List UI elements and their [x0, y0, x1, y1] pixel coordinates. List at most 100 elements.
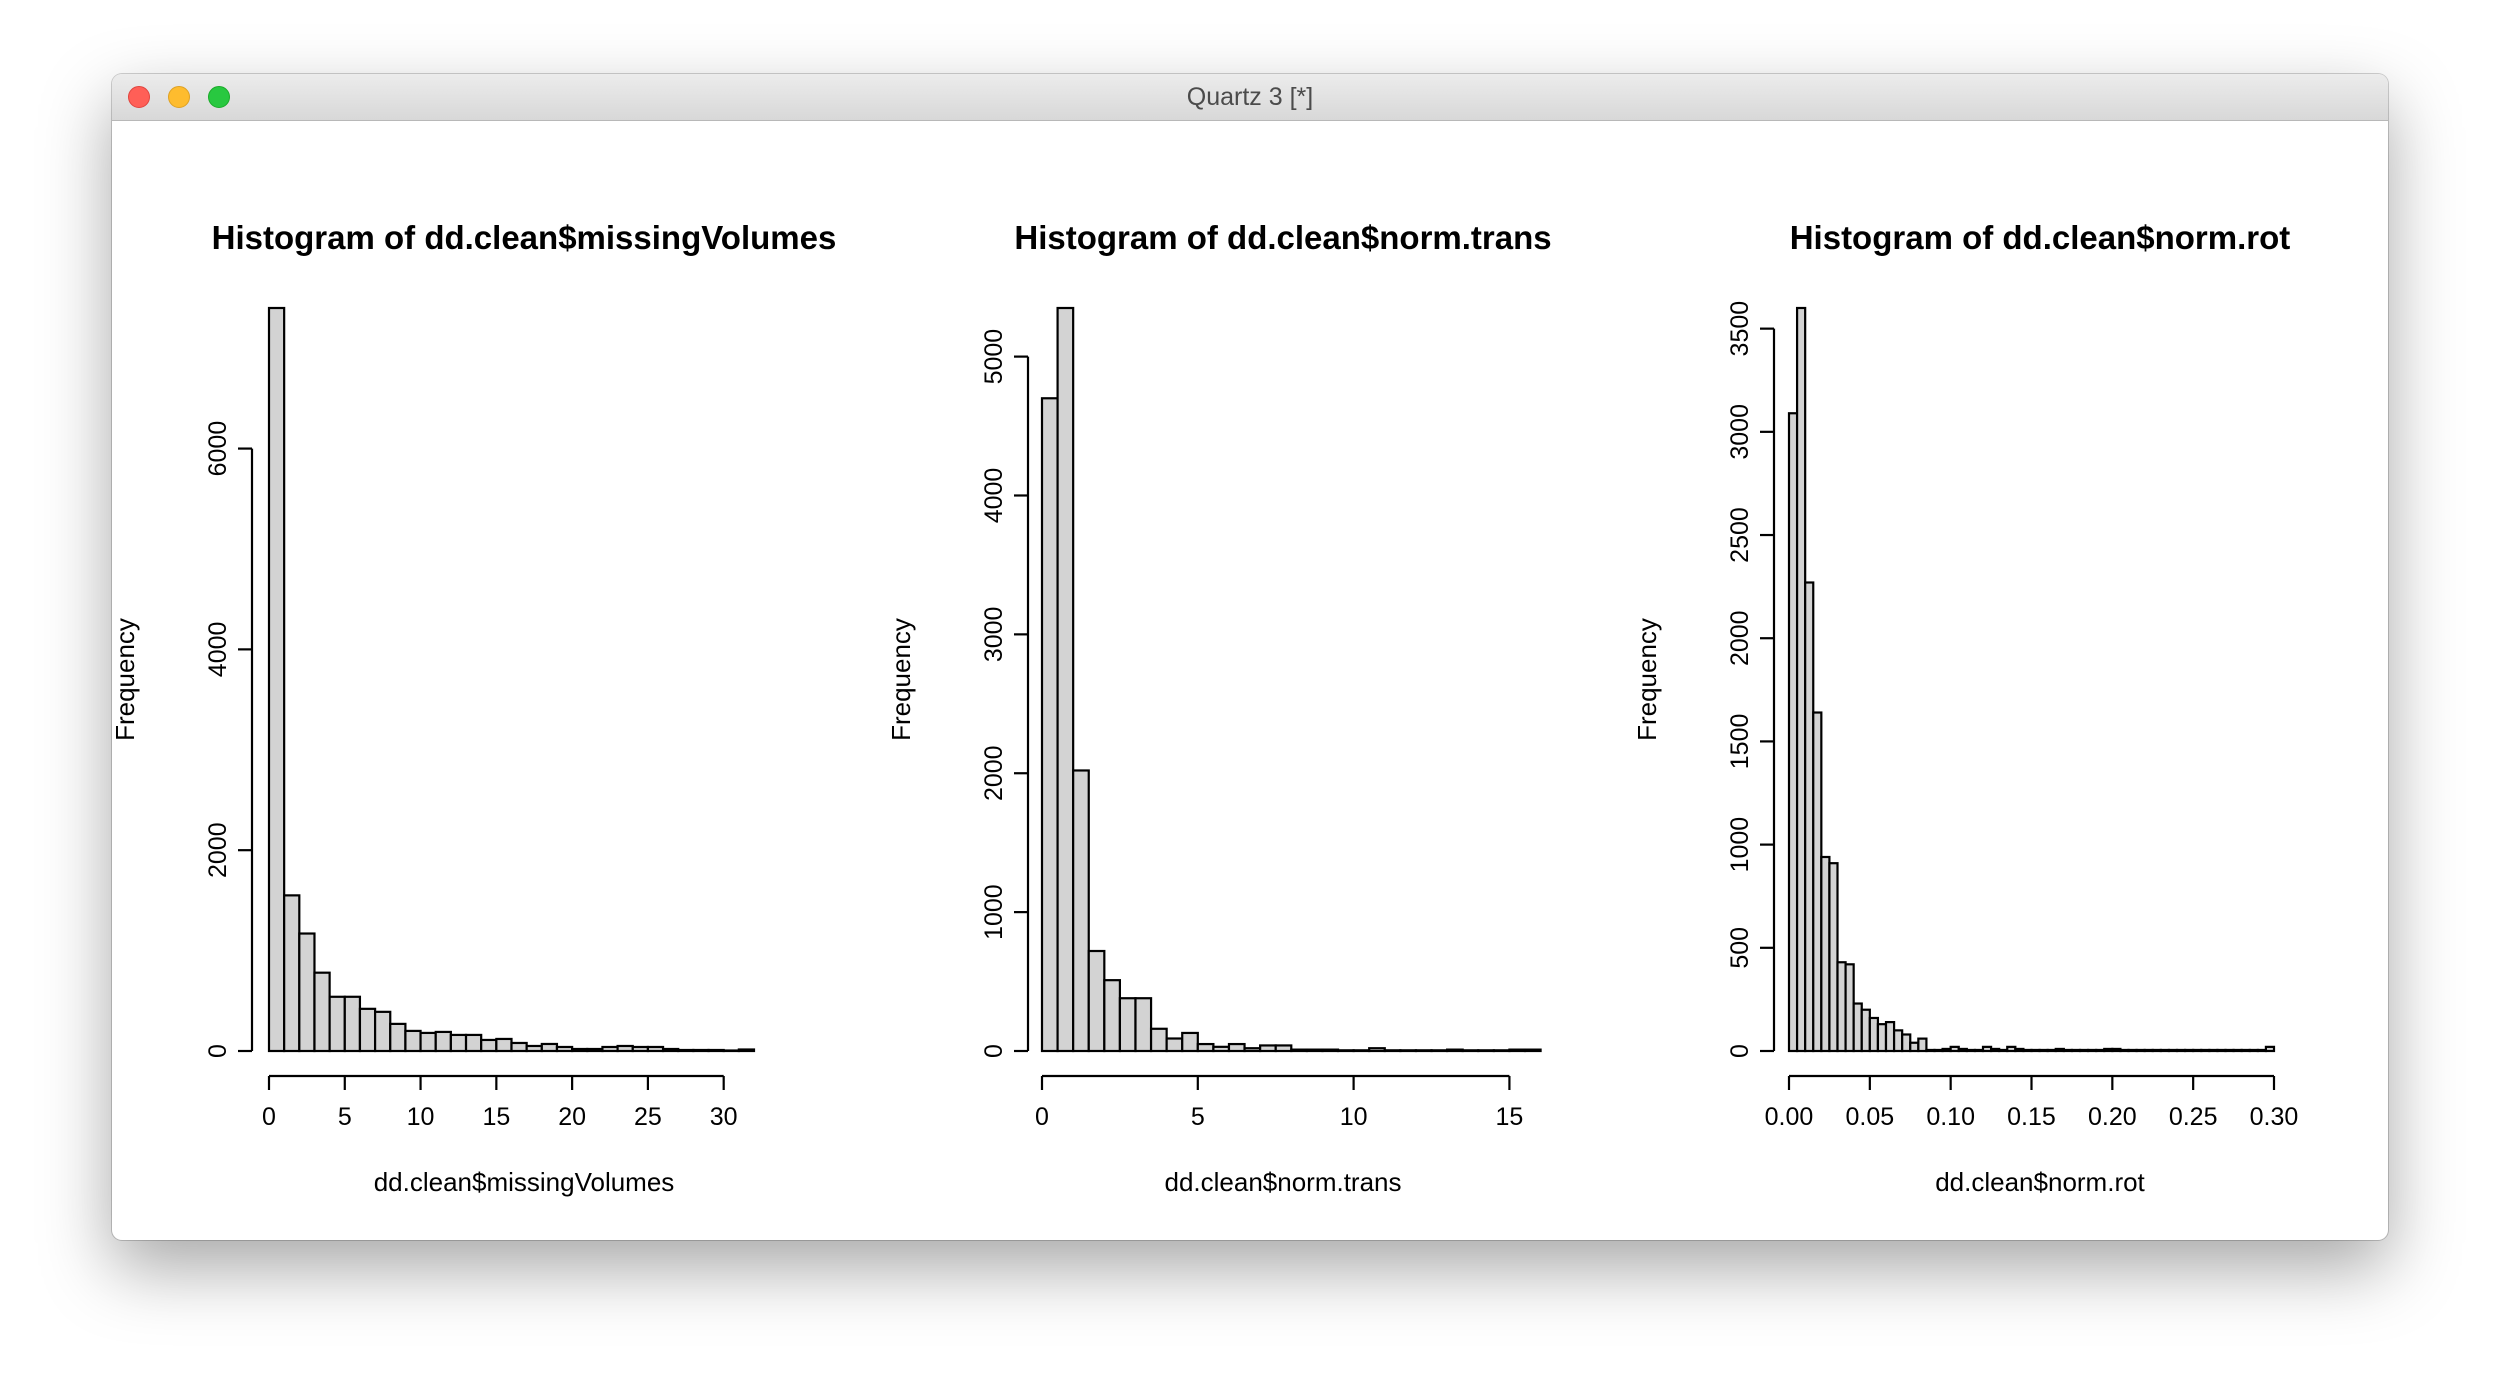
histogram-panel-2: Histogram of dd.clean$norm.trans 0 5 10 15 0 1… — [886, 219, 1552, 1197]
y-tick-label: 0 — [204, 1044, 232, 1058]
histogram-bar — [2127, 1048, 2138, 1053]
histogram-bar — [2022, 1048, 2033, 1053]
y-tick-label: 2500 — [1726, 507, 1754, 563]
y-tick-label: 0 — [1726, 1044, 1754, 1058]
histogram-bar — [1477, 1049, 1495, 1053]
histogram-bar — [419, 1031, 437, 1053]
x-tick-label: 0.30 — [2250, 1103, 2299, 1131]
histogram-bar — [601, 1045, 619, 1053]
x-tick-label: 15 — [482, 1103, 510, 1131]
histogram-bar — [2103, 1047, 2114, 1053]
histogram-bar — [1492, 1049, 1511, 1053]
histogram-bar — [1212, 1045, 1231, 1053]
histogram-bar — [480, 1038, 498, 1053]
histogram-bar — [2216, 1048, 2227, 1053]
histogram-bar — [1828, 862, 1839, 1053]
x-tick-label: 15 — [1496, 1103, 1524, 1131]
y-tick-label: 5000 — [980, 329, 1008, 385]
x-tick-label: 0 — [262, 1103, 276, 1131]
histogram-bar — [722, 1049, 740, 1053]
y-axis-label: Frequency — [1632, 618, 1662, 741]
histogram-bar — [1901, 1033, 1912, 1053]
histogram-bar — [1056, 306, 1075, 1053]
histogram-bar — [571, 1047, 589, 1053]
y-tick-label: 1000 — [1726, 817, 1754, 873]
histogram-bar — [434, 1030, 452, 1053]
x-tick-label: 5 — [338, 1103, 352, 1131]
histogram-bar — [1040, 397, 1059, 1053]
histogram-bar — [2151, 1048, 2162, 1053]
histogram-bar — [358, 1007, 377, 1053]
histogram-bar — [2078, 1048, 2090, 1053]
histogram-bar — [1259, 1044, 1277, 1053]
histogram-bar — [1836, 961, 1847, 1053]
histogram-bar — [1274, 1044, 1293, 1053]
histogram-bar — [1149, 1027, 1168, 1053]
histogram-bar — [661, 1047, 680, 1053]
histogram-bar — [1892, 1029, 1904, 1053]
histogram-bar — [1795, 306, 1807, 1053]
x-axis-label: dd.clean$norm.trans — [1164, 1167, 1401, 1197]
y-tick-label: 500 — [1726, 927, 1754, 969]
histogram-bar — [1884, 1021, 1896, 1053]
y-tick-label: 6000 — [204, 421, 232, 477]
histogram-bar — [343, 995, 362, 1053]
histogram-bar — [1523, 1048, 1542, 1053]
x-tick-label: 0.10 — [1926, 1103, 1975, 1131]
histogram-bar — [1461, 1049, 1480, 1053]
histogram-bar — [2264, 1045, 2276, 1053]
histogram-bar — [2167, 1048, 2179, 1053]
histogram-bar — [1844, 963, 1855, 1053]
close-window-button[interactable] — [128, 86, 150, 108]
histogram-bar — [1383, 1049, 1402, 1053]
histogram-bar — [495, 1037, 513, 1053]
window-title: Quartz 3 [*] — [1186, 83, 1314, 111]
histogram-bar — [1321, 1048, 1340, 1053]
histogram-bar — [1925, 1048, 1936, 1053]
histogram-bar — [1336, 1049, 1355, 1053]
histogram-bar — [1933, 1048, 1944, 1053]
histogram-bar — [2030, 1048, 2041, 1053]
histogram-bar — [1852, 1002, 1863, 1053]
histogram-bar — [1134, 997, 1153, 1053]
histogram-bar — [1989, 1047, 2001, 1053]
y-tick-label: 3000 — [980, 607, 1008, 663]
y-tick-label: 3000 — [1726, 404, 1754, 460]
histogram-bar — [449, 1033, 468, 1053]
histogram-bar — [2111, 1047, 2122, 1053]
histogram-bar — [1965, 1048, 1977, 1053]
histogram-bar — [2183, 1048, 2195, 1053]
x-tick-label: 10 — [407, 1103, 435, 1131]
zoom-window-button[interactable] — [208, 86, 230, 108]
histogram-bar — [1305, 1048, 1324, 1053]
histogram-bar — [1072, 769, 1090, 1053]
histogram-bar — [404, 1029, 422, 1053]
histogram-bar — [707, 1048, 725, 1053]
histogram-bar — [2256, 1048, 2268, 1053]
title-bar[interactable]: Quartz 3 [*] — [112, 74, 2388, 121]
histogram-bar — [1957, 1047, 1968, 1053]
x-tick-label: 20 — [558, 1103, 586, 1131]
x-tick-label: 0.20 — [2088, 1103, 2137, 1131]
histogram-bar — [1787, 412, 1799, 1053]
histogram-bar — [2046, 1048, 2057, 1053]
histogram-bar — [631, 1045, 650, 1053]
histogram-bar — [2038, 1048, 2049, 1053]
y-tick-label: 4000 — [204, 622, 232, 678]
x-tick-label: 0.00 — [1765, 1103, 1814, 1131]
y-tick-label: 3500 — [1726, 301, 1754, 357]
minimize-window-button[interactable] — [168, 86, 190, 108]
histogram-bar — [2070, 1048, 2082, 1053]
histogram-bar — [373, 1010, 392, 1053]
x-tick-label: 0 — [1035, 1103, 1049, 1131]
histogram-panel-1: Histogram of dd.clean$missingVolumes 0 5 10… — [112, 219, 836, 1197]
plot-title: Histogram of dd.clean$norm.trans — [1014, 219, 1551, 256]
histogram-bar — [1414, 1049, 1433, 1053]
histogram-bar — [464, 1033, 483, 1053]
x-tick-label: 5 — [1191, 1103, 1205, 1131]
y-tick-label: 1000 — [980, 884, 1008, 940]
histogram-bar — [2143, 1048, 2154, 1053]
histogram-panels: Histogram of dd.clean$missingVolumes 0 5 10… — [112, 219, 2299, 1197]
x-tick-label: 0.05 — [1845, 1103, 1894, 1131]
histogram-bar — [298, 932, 316, 1053]
